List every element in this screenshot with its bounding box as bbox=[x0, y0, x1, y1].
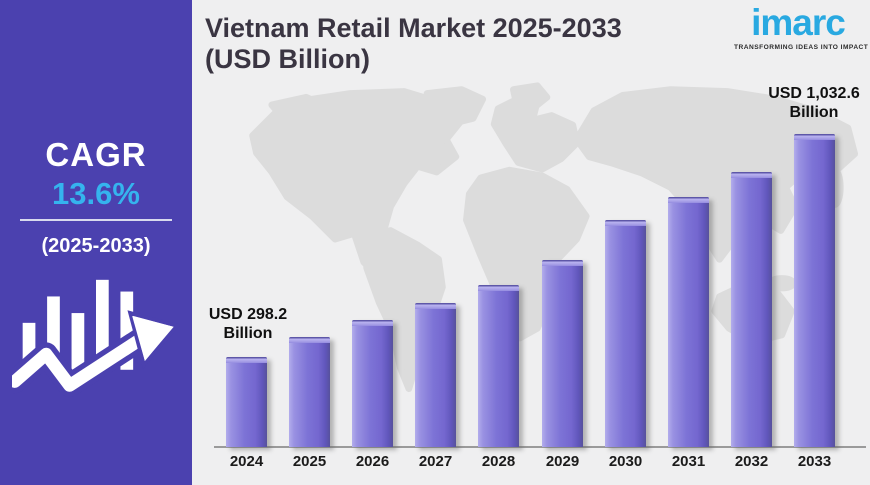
bar-2033 bbox=[794, 134, 835, 447]
bar-2024 bbox=[226, 357, 267, 447]
imarc-logo-tagline: TRANSFORMING IDEAS INTO IMPACT bbox=[734, 43, 869, 51]
bar-2026 bbox=[352, 320, 393, 447]
sidebar-divider bbox=[20, 219, 172, 221]
chart-title-line2: (USD Billion) bbox=[205, 44, 370, 75]
x-axis-label-2032: 2032 bbox=[734, 453, 769, 470]
x-axis-label-2029: 2029 bbox=[545, 453, 580, 470]
value-label-2033-line2: Billion bbox=[789, 104, 839, 122]
x-axis-label-2031: 2031 bbox=[671, 453, 706, 470]
growth-chart-arrow-icon bbox=[12, 279, 180, 398]
cagr-value: 13.6% bbox=[52, 176, 140, 211]
x-axis-label-2024: 2024 bbox=[229, 453, 264, 470]
bar-2025 bbox=[289, 337, 330, 447]
chart-title-line1: Vietnam Retail Market 2025-2033 bbox=[205, 13, 622, 43]
value-label-2024-line1: USD 298.2 bbox=[208, 306, 288, 323]
chart-title: Vietnam Retail Market 2025-2033 (USD Bill… bbox=[205, 13, 622, 76]
imarc-logo: imarc TRANSFORMING IDEAS INTO IMPACT bbox=[734, 2, 869, 51]
cagr-sidebar: CAGR 13.6% (2025-2033) bbox=[0, 0, 192, 485]
bar-2030 bbox=[605, 220, 646, 447]
chart-area: Vietnam Retail Market 2025-2033 (USD Bill… bbox=[192, 0, 870, 485]
value-label-2033-line1: USD 1,032.6 bbox=[768, 85, 860, 102]
value-label-2024: USD 298.2 Billion bbox=[184, 305, 312, 343]
bar-2029 bbox=[542, 260, 583, 447]
x-axis-label-2030: 2030 bbox=[608, 453, 643, 470]
x-axis-label-2027: 2027 bbox=[418, 453, 453, 470]
bar-2032 bbox=[731, 172, 772, 447]
bar-2028 bbox=[478, 285, 519, 447]
cagr-period: (2025-2033) bbox=[41, 235, 151, 257]
bar-2031 bbox=[668, 197, 709, 447]
cagr-label: CAGR bbox=[45, 136, 147, 173]
x-axis-label-2025: 2025 bbox=[292, 453, 327, 470]
x-axis-label-2028: 2028 bbox=[481, 453, 516, 470]
x-axis-label-2033: 2033 bbox=[797, 453, 832, 470]
value-label-2033: USD 1,032.6 Billion bbox=[744, 84, 870, 122]
value-label-2024-line2: Billion bbox=[223, 325, 273, 343]
x-axis-label-2026: 2026 bbox=[355, 453, 390, 470]
imarc-logo-text: imarc bbox=[751, 2, 846, 43]
bar-2027 bbox=[415, 303, 456, 447]
x-axis-line bbox=[214, 446, 866, 448]
